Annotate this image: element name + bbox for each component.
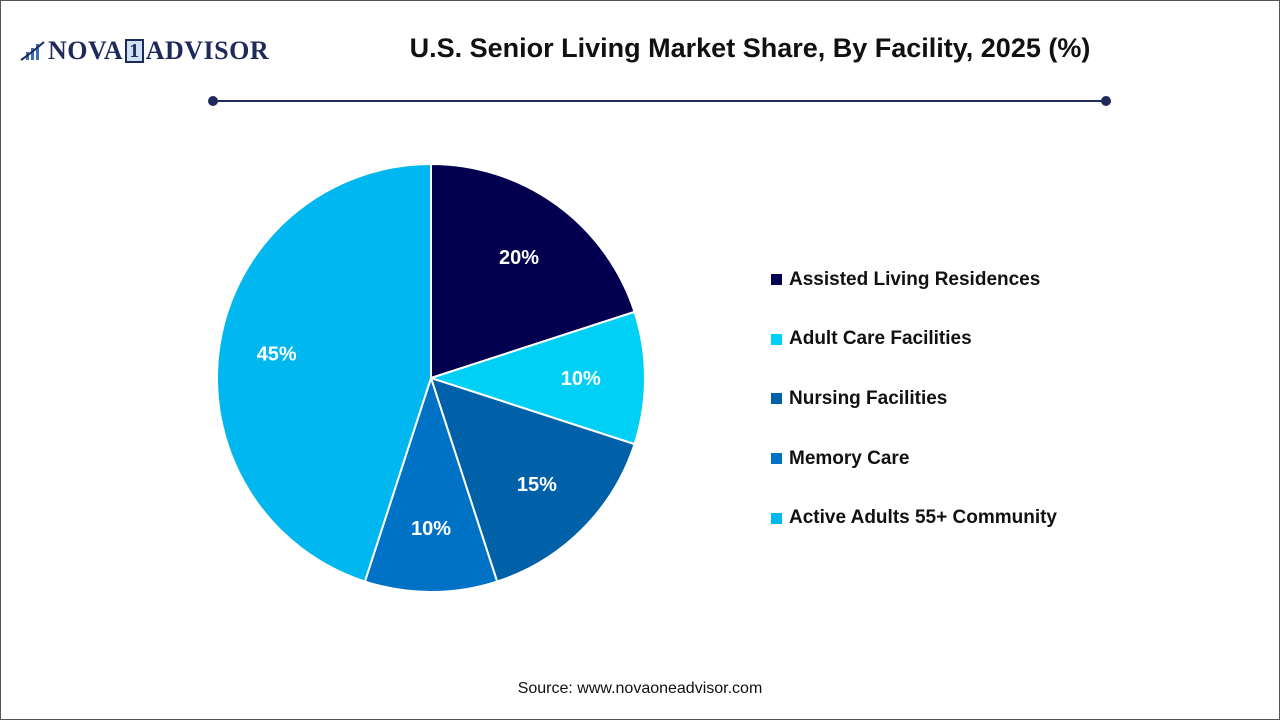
divider-dot-left — [208, 96, 218, 106]
data-label: 20% — [499, 247, 539, 269]
legend-label: Adult Care Facilities — [789, 328, 972, 350]
logo-text-one: 1 — [125, 39, 144, 63]
legend-swatch — [771, 274, 782, 286]
logo-text-nova: NOVA — [48, 36, 124, 65]
legend-label: Assisted Living Residences — [789, 268, 1041, 290]
pie-slice — [429, 376, 636, 583]
legend-label: Memory Care — [789, 447, 910, 469]
data-label: 45% — [257, 344, 297, 366]
bar-chart-logo-icon — [20, 41, 45, 61]
divider-dot-right — [1101, 96, 1111, 106]
chart-title: U.S. Senior Living Market Share, By Faci… — [409, 33, 1091, 63]
legend-item: Active Adults 55+ Community — [771, 488, 1057, 548]
legend-item: Memory Care — [771, 429, 1057, 489]
data-label: 10% — [561, 368, 601, 390]
legend-swatch — [771, 393, 782, 405]
pie-slice — [363, 374, 499, 593]
legend-item: Adult Care Facilities — [771, 310, 1057, 370]
data-label: 10% — [411, 518, 451, 540]
pie-slice — [430, 162, 636, 380]
legend-item: Nursing Facilities — [771, 369, 1057, 429]
legend-swatch — [771, 512, 782, 524]
legend-swatch — [771, 333, 782, 345]
data-label: 15% — [517, 474, 557, 496]
legend-label: Nursing Facilities — [789, 387, 948, 409]
title-divider — [213, 100, 1106, 102]
legend: Assisted Living Residences Adult Care Fa… — [771, 250, 1057, 548]
pie-slice — [427, 310, 646, 446]
legend-swatch — [771, 453, 782, 465]
source-note: Source: www.novaoneadvisor.com — [517, 680, 763, 697]
pie-slice — [216, 162, 432, 583]
logo: NOVA 1 ADVISOR — [20, 36, 269, 66]
legend-item: Assisted Living Residences — [771, 250, 1057, 310]
logo-text-advisor: ADVISOR — [145, 36, 270, 65]
legend-label: Active Adults 55+ Community — [789, 507, 1057, 529]
